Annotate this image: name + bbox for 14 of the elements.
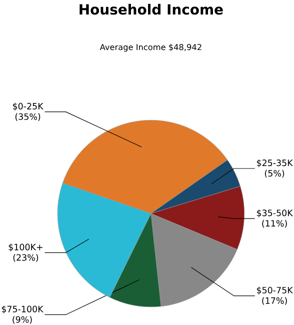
chart-title: Household Income (80, 4, 223, 15)
slice-label: $35-50K (256, 209, 294, 218)
chart-subtitle: Average Income $48,942 (100, 44, 202, 52)
data-label: (23%) (13, 254, 38, 262)
data-label: (9%) (12, 316, 32, 324)
slice-label: $75-100K (2, 306, 44, 314)
slice-label: $50-75K (256, 286, 294, 295)
slice-label: $0-25K (12, 102, 44, 111)
data-label: (17%) (262, 297, 287, 305)
data-label: (5%) (264, 170, 284, 178)
data-label: (35%) (15, 113, 40, 121)
data-label: (11%) (262, 220, 287, 228)
slice-label: $100K+ (8, 244, 42, 252)
slice-label: $25-35K (256, 159, 294, 168)
